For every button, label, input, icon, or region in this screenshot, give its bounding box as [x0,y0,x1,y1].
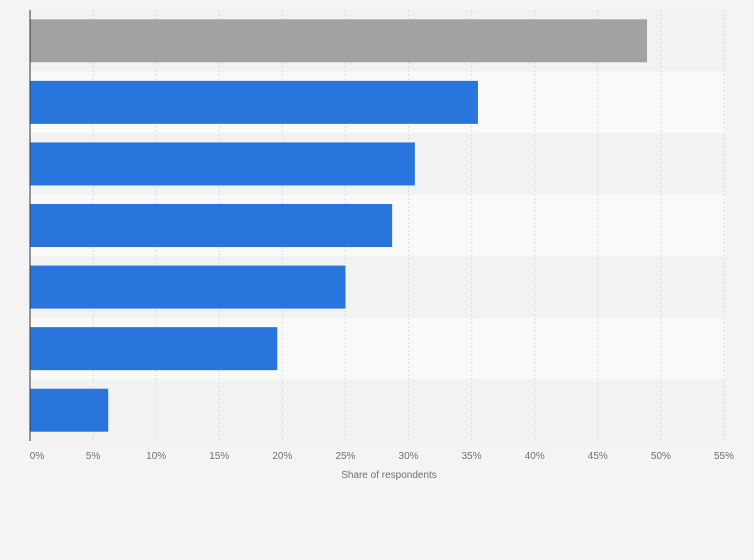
x-tick-label: 50% [651,451,671,462]
x-tick-label: 5% [86,451,101,462]
bar [30,142,415,186]
x-axis-title: Share of respondents [341,470,437,481]
x-tick-label: 35% [462,451,482,462]
bar [30,19,648,63]
x-tick-label: 55% [714,451,734,462]
bar [30,388,109,432]
x-tick-label: 30% [399,451,419,462]
x-tick-label: 15% [209,451,229,462]
bars [30,19,648,432]
bar [30,327,278,371]
bar [30,80,478,124]
x-tick-label: 40% [525,451,545,462]
bar [30,204,393,247]
bar [30,265,346,309]
x-tick-labels: 0% 5% 10% 15% 20% 25% 30% 35% 40% 45% 50% 55% [30,451,734,462]
x-tick-label: 20% [272,451,292,462]
x-tick-label: 0% [30,451,45,462]
row-band [30,379,726,441]
x-tick-label: 25% [335,451,355,462]
x-tick-label: 10% [146,451,166,462]
x-tick-label: 45% [588,451,608,462]
